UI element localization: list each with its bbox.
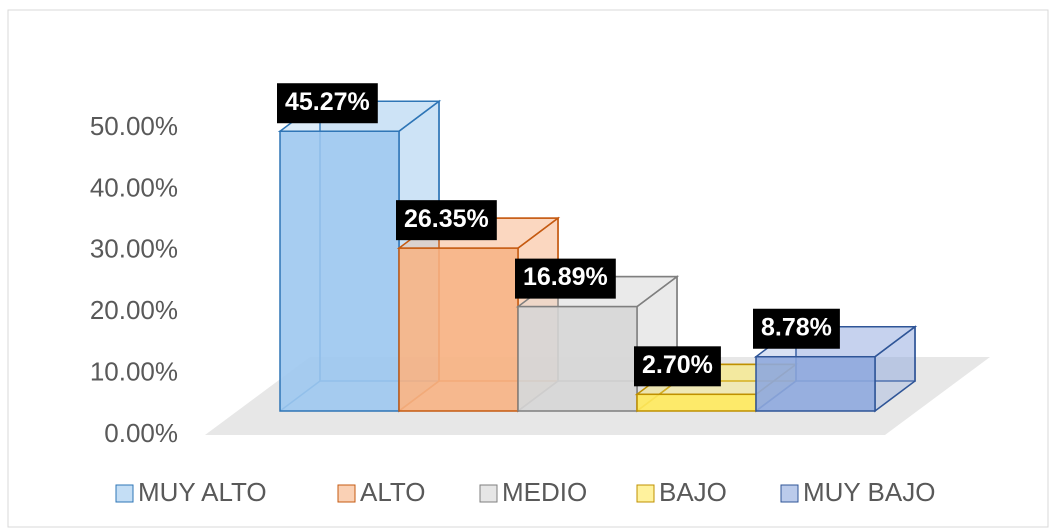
legend-swatch (115, 484, 134, 503)
data-label: 2.70% (642, 351, 713, 379)
legend-swatch (636, 484, 655, 503)
bar (279, 130, 400, 412)
bar (636, 393, 757, 412)
legend-label: BAJO (659, 477, 727, 507)
legend-swatch (479, 484, 498, 503)
data-label-box (753, 308, 840, 349)
y-tick-label: 20.00% (90, 295, 178, 325)
y-tick-label: 50.00% (90, 111, 178, 141)
data-label: 26.35% (404, 205, 489, 233)
legend-swatch (337, 484, 356, 503)
data-label-box (515, 258, 616, 299)
legend-label: ALTO (360, 477, 426, 507)
y-tick-label: 30.00% (90, 234, 178, 264)
data-label-box (396, 200, 497, 241)
y-tick-label: 0.00% (104, 418, 178, 448)
data-label: 16.89% (523, 263, 608, 291)
legend-swatch (780, 484, 799, 503)
data-label-box (634, 346, 721, 387)
y-tick-label: 40.00% (90, 172, 178, 202)
y-tick-label: 10.00% (90, 356, 178, 386)
bar (398, 247, 519, 412)
bar (755, 355, 876, 412)
data-label-box (277, 83, 378, 124)
data-label: 8.78% (761, 313, 832, 341)
legend-label: MUY BAJO (803, 477, 935, 507)
data-label: 45.27% (285, 88, 370, 116)
bar (517, 305, 638, 412)
legend-label: MUY ALTO (138, 477, 267, 507)
legend-label: MEDIO (502, 477, 587, 507)
